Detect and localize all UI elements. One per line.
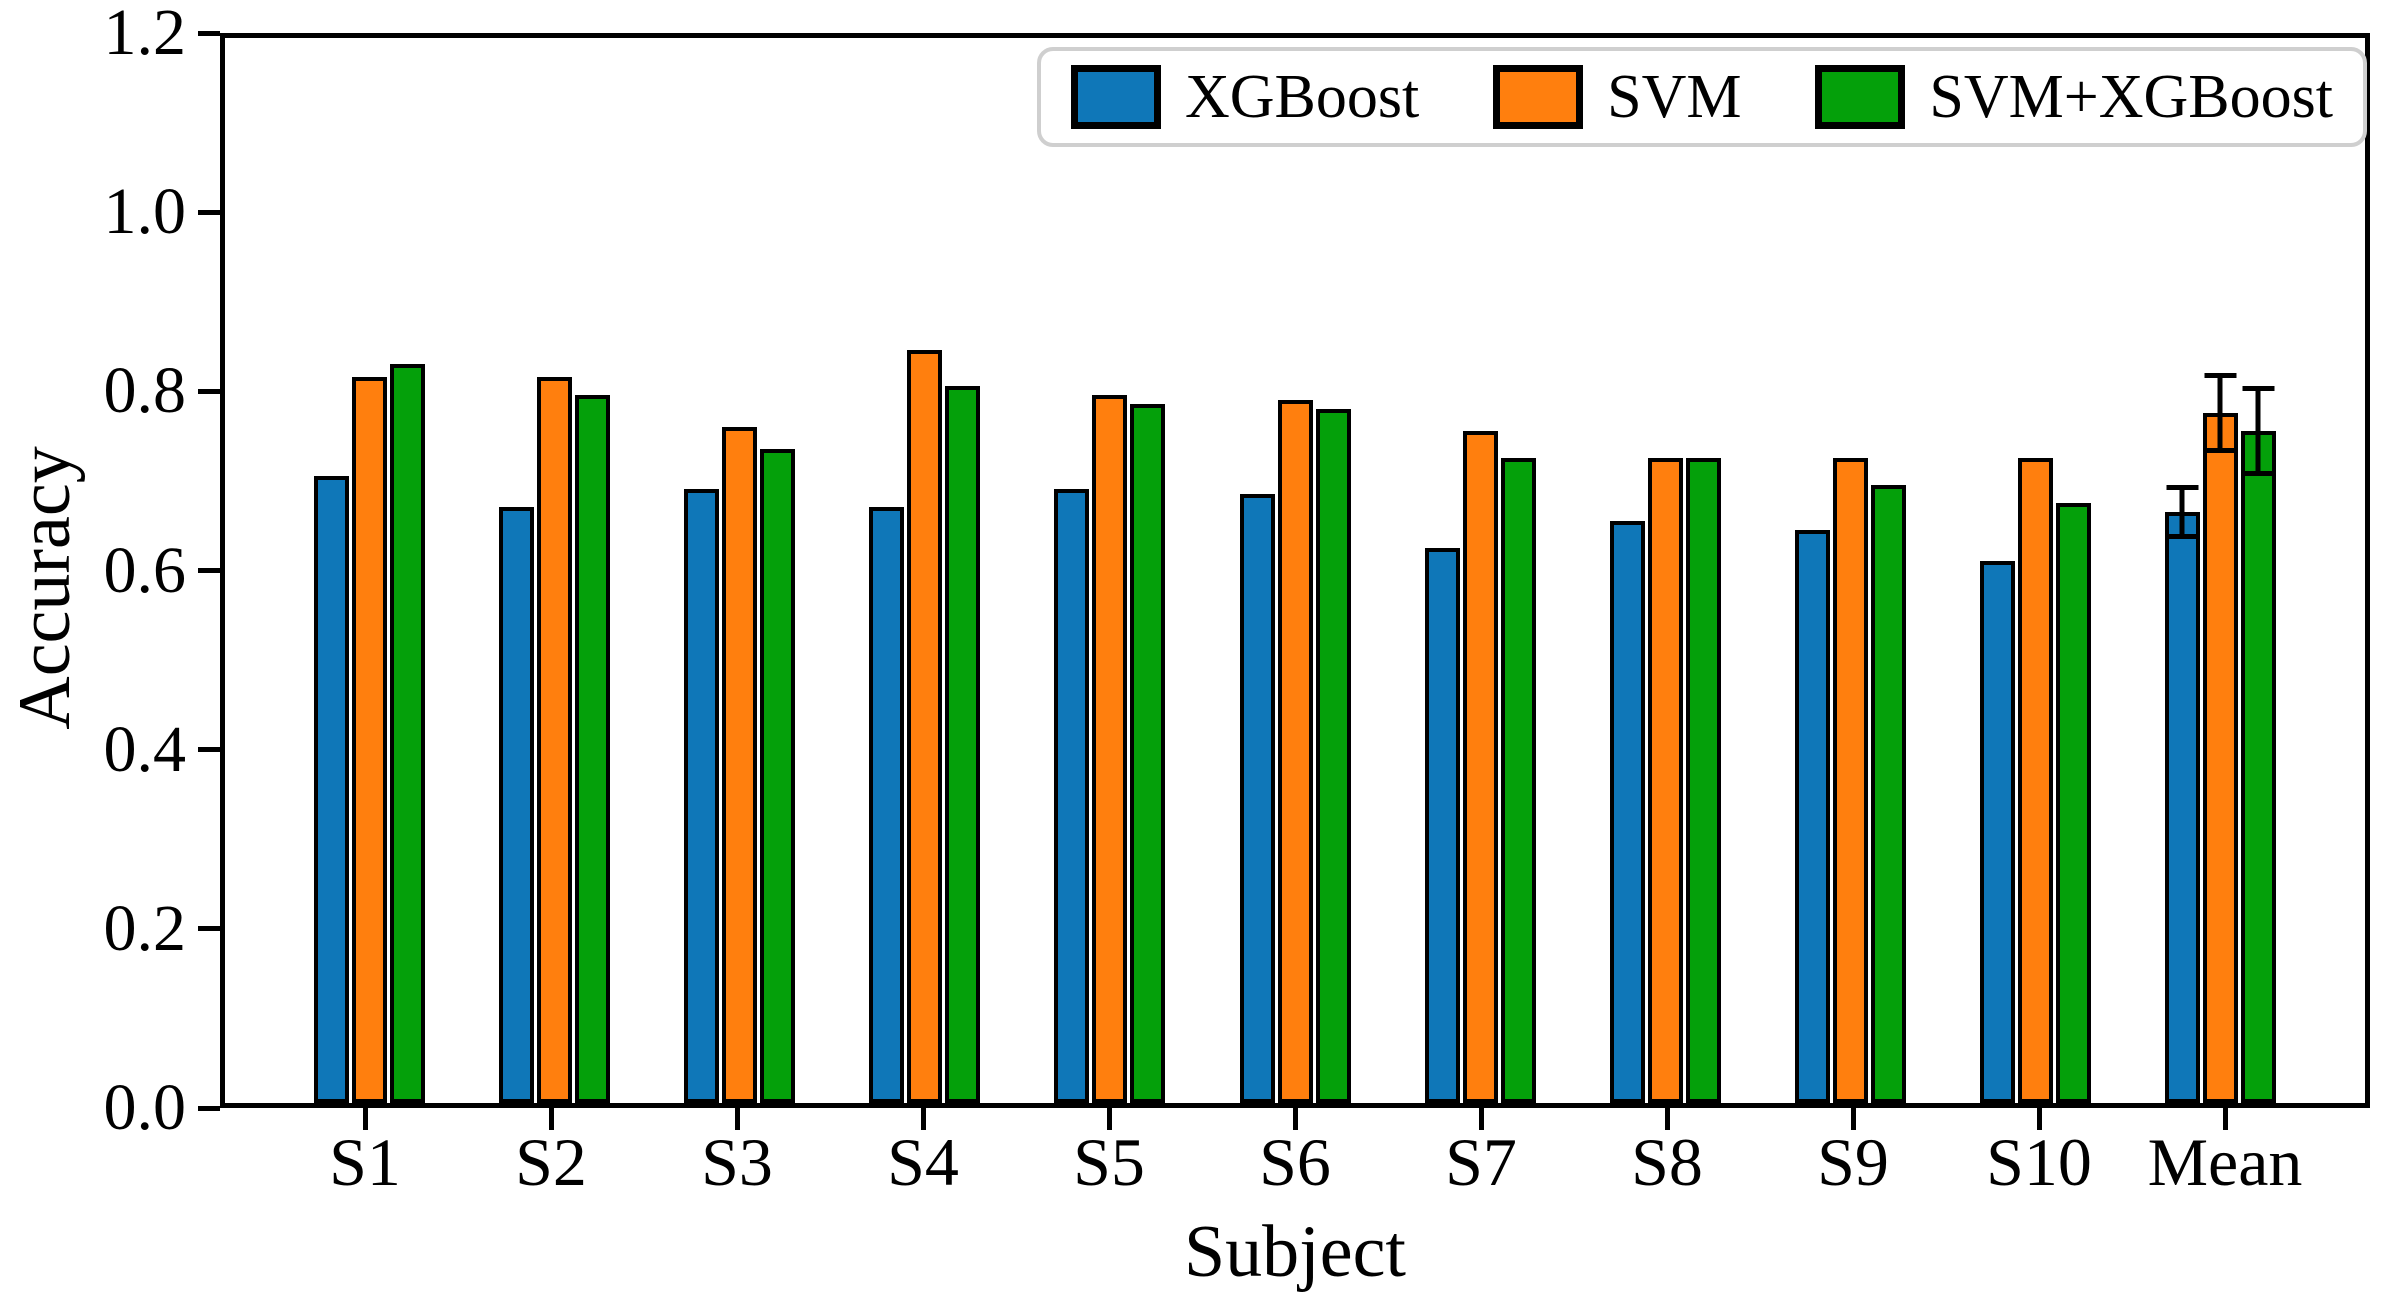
x-tick-mark [734, 1108, 740, 1130]
bar-s4-xgboost [869, 507, 905, 1103]
y-tick-mark [198, 1105, 220, 1111]
bar-group-s10 [1943, 38, 2128, 1103]
bar-s6-xgboost [1239, 494, 1275, 1103]
bar-s5-svm [1092, 395, 1128, 1103]
bar-group-mean [2128, 38, 2313, 1103]
bar-s2-xgboost [499, 507, 535, 1103]
bar-s1-xgboost [314, 476, 350, 1103]
x-tick-label-s6: S6 [1259, 1124, 1331, 1200]
y-tick-mark [198, 388, 220, 394]
y-tick-label: 1.0 [103, 175, 187, 249]
legend-label: XGBoost [1185, 63, 1420, 131]
error-bar-svm-xgboost [2255, 386, 2261, 476]
bar-s9-svm-xgboost [1870, 485, 1906, 1103]
bar-group-s9 [1758, 38, 1943, 1103]
y-tick-mark [198, 209, 220, 215]
bar-groups [225, 38, 2365, 1103]
bar-s9-svm [1832, 458, 1868, 1103]
error-bar-xgboost [2179, 485, 2185, 539]
x-tick-mark [548, 1108, 554, 1130]
bar-group-s3 [647, 38, 832, 1103]
bar-mean-xgboost [2164, 485, 2200, 1103]
x-tick-label-s1: S1 [329, 1124, 401, 1200]
y-tick-mark [198, 568, 220, 573]
x-tick-label-s2: S2 [515, 1124, 587, 1200]
bar-s5-svm-xgboost [1130, 404, 1166, 1103]
bar-s8-svm-xgboost [1685, 458, 1721, 1103]
bar-group-s2 [462, 38, 647, 1103]
x-tick-mark [1478, 1108, 1484, 1130]
bar-s3-svm [722, 427, 758, 1103]
bar-s7-svm-xgboost [1500, 458, 1536, 1103]
x-tick-label-s3: S3 [701, 1124, 773, 1200]
y-tick-label: 0.8 [103, 354, 187, 428]
bar-s8-svm [1647, 458, 1683, 1103]
x-tick-label-s10: S10 [1986, 1124, 2092, 1200]
bar-s3-xgboost [684, 489, 720, 1103]
y-tick-label: 0.2 [103, 891, 187, 965]
bar-s4-svm [907, 350, 943, 1103]
bar-s7-xgboost [1424, 548, 1460, 1103]
x-axis-title: Subject [1184, 1211, 1406, 1293]
legend-item-xgboost: XGBoost [1071, 65, 1419, 129]
bar-group-s7 [1388, 38, 1573, 1103]
legend-item-svm-xgboost: SVM+XGBoost [1815, 65, 2333, 129]
bar-s3-svm-xgboost [760, 449, 796, 1103]
legend-item-svm: SVM [1493, 63, 1742, 131]
bar-s6-svm [1277, 400, 1313, 1103]
legend-swatch-icon [1815, 65, 1906, 129]
y-tick-label: 1.2 [103, 0, 187, 69]
legend-swatch-icon [1071, 65, 1161, 129]
bar-mean-svm [2202, 373, 2238, 1103]
bar-s1-svm [352, 377, 388, 1103]
error-bar-svm [2217, 373, 2223, 453]
legend-swatch-icon [1493, 65, 1584, 129]
y-tick-mark [198, 747, 220, 753]
bar-group-s5 [1017, 38, 1202, 1103]
bar-s4-svm-xgboost [945, 386, 981, 1103]
x-tick-mark [362, 1108, 368, 1130]
x-tick-mark [1292, 1108, 1298, 1130]
x-tick-label-s8: S8 [1631, 1124, 1703, 1200]
legend: XGBoost SVM SVM+XGBoost [1037, 47, 2367, 147]
bar-s1-svm-xgboost [390, 364, 426, 1103]
bar-s5-xgboost [1054, 489, 1090, 1103]
x-tick-label-s5: S5 [1073, 1124, 1145, 1200]
bar-s8-xgboost [1609, 521, 1645, 1103]
y-tick-mark [198, 926, 220, 932]
bar-mean-svm-xgboost [2240, 386, 2276, 1103]
bar-group-s6 [1202, 38, 1387, 1103]
y-tick-label: 0.6 [103, 533, 187, 607]
bar-s6-svm-xgboost [1315, 409, 1351, 1103]
x-tick-labels: S1 S2 S3 S4 S5 S6 S7 S8 S9 S10 Mean [220, 1128, 2370, 1196]
x-tick-label-s9: S9 [1817, 1124, 1889, 1200]
bar-s2-svm-xgboost [575, 395, 611, 1103]
x-tick-mark [2036, 1108, 2042, 1130]
bar-group-s1 [277, 38, 462, 1103]
bar-s10-xgboost [1979, 561, 2015, 1103]
x-tick-mark [920, 1108, 926, 1130]
y-tick-label: 0.4 [103, 712, 187, 786]
y-tick-mark [198, 30, 220, 36]
y-tick-label: 0.0 [103, 1071, 187, 1144]
bar-s9-xgboost [1794, 530, 1830, 1103]
bar-s2-svm [537, 377, 573, 1103]
x-tick-label-s4: S4 [887, 1124, 959, 1200]
x-tick-label-mean: Mean [2147, 1124, 2303, 1200]
legend-label: SVM+XGBoost [1929, 63, 2333, 131]
bar-group-s8 [1573, 38, 1758, 1103]
bar-group-s4 [832, 38, 1017, 1103]
bar-s7-svm [1462, 431, 1498, 1103]
x-tick-mark [2222, 1108, 2228, 1130]
x-tick-mark [1106, 1108, 1112, 1130]
bar-s10-svm [2017, 458, 2053, 1103]
legend-label: SVM [1607, 63, 1742, 131]
x-tick-mark [1664, 1108, 1670, 1130]
x-tick-mark [1850, 1108, 1856, 1130]
plot-area: XGBoost SVM SVM+XGBoost [220, 33, 2370, 1108]
bar-s10-svm-xgboost [2055, 503, 2091, 1103]
x-tick-label-s7: S7 [1445, 1124, 1517, 1200]
